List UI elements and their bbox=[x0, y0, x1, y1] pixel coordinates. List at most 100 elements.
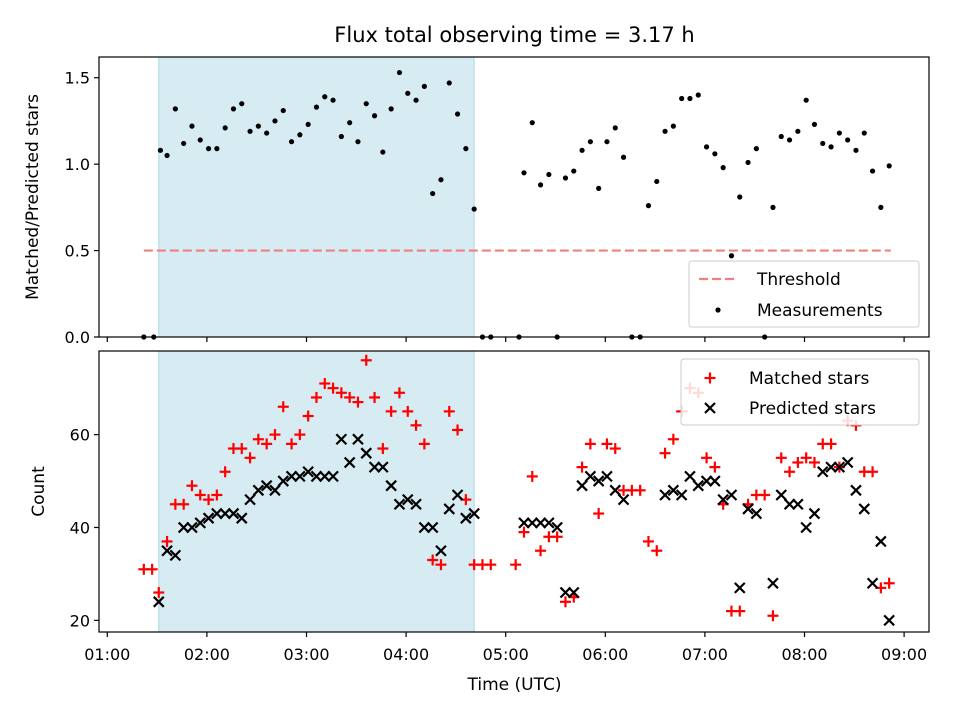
measurement-point bbox=[695, 92, 701, 98]
measurement-point bbox=[803, 97, 809, 103]
predicted-star-point bbox=[816, 465, 829, 478]
x-tick-label: 04:00 bbox=[383, 645, 429, 664]
predicted-star-point bbox=[460, 512, 472, 524]
measurement-point bbox=[157, 147, 164, 153]
measurement-point bbox=[579, 147, 585, 153]
matched-star-point bbox=[261, 438, 273, 450]
predicted-star-point bbox=[152, 596, 165, 608]
predicted-star-point bbox=[659, 489, 671, 501]
measurement-point bbox=[778, 133, 784, 140]
measurement-point bbox=[288, 139, 295, 145]
measurement-point bbox=[488, 334, 494, 340]
measurement-point bbox=[413, 97, 419, 103]
measurement-point bbox=[637, 334, 643, 340]
measurement-point bbox=[546, 171, 552, 178]
measurement-point bbox=[845, 137, 851, 143]
measurement-point bbox=[562, 175, 569, 181]
predicted-star-point bbox=[858, 503, 871, 515]
predicted-star-point bbox=[393, 498, 406, 511]
matched-star-point bbox=[310, 391, 322, 403]
predicted-star-point bbox=[584, 470, 597, 483]
measurement-point bbox=[347, 120, 353, 126]
matched-star-point bbox=[427, 554, 439, 566]
matched-star-point bbox=[734, 605, 746, 617]
measurement-point bbox=[189, 123, 195, 129]
predicted-star-point bbox=[285, 470, 298, 483]
matched-star-point bbox=[294, 429, 306, 441]
predicted-star-point bbox=[576, 479, 588, 492]
count-panel: 20 40 60 01:00 02:00 03:00 04:00 05:00 06:00 07:0… bbox=[29, 350, 930, 664]
predicted-star-point bbox=[468, 507, 480, 520]
measurement-point bbox=[396, 69, 403, 76]
measurement-point bbox=[380, 149, 386, 155]
predicted-star-point bbox=[883, 614, 895, 627]
matched-star-point bbox=[584, 438, 596, 450]
measurement-point bbox=[305, 121, 311, 128]
measurement-point bbox=[405, 90, 411, 96]
predicted-star-point bbox=[161, 544, 173, 557]
legend-box bbox=[680, 358, 920, 426]
ratio-axes: 0.0 0.5 1.0 1.5 bbox=[65, 56, 930, 347]
matched-star-point bbox=[800, 452, 812, 464]
predicted-star-point bbox=[518, 517, 530, 529]
matched-star-point bbox=[808, 456, 820, 468]
predicted-star-point bbox=[318, 470, 331, 483]
predicted-star-point bbox=[194, 517, 207, 529]
measurement-point bbox=[205, 146, 212, 152]
measurement-point bbox=[355, 139, 361, 145]
matched-star-point bbox=[443, 405, 455, 417]
matched-star-point bbox=[825, 438, 837, 450]
count-axes: 20 40 60 01:00 02:00 03:00 04:00 05:00 06:00 07:0… bbox=[70, 350, 930, 664]
matched-star-point bbox=[601, 438, 613, 450]
measurement-point bbox=[712, 151, 718, 157]
matched-star-point bbox=[883, 577, 895, 589]
predicted-star-point bbox=[244, 493, 256, 506]
matched-star-point bbox=[535, 545, 547, 557]
matched-star-point bbox=[360, 354, 372, 366]
measurement-point bbox=[141, 334, 147, 340]
matched-star-point bbox=[277, 401, 289, 413]
predicted-star-point bbox=[767, 577, 779, 590]
matched-star-point bbox=[302, 410, 314, 422]
predicted-star-point bbox=[609, 484, 622, 497]
predicted-star-point bbox=[775, 489, 788, 501]
chart-title: Flux total observing time = 3.17 h bbox=[334, 23, 694, 47]
predicted-star-point bbox=[219, 507, 231, 520]
y-tick-label: 1.0 bbox=[65, 155, 90, 174]
predicted-star-point bbox=[808, 507, 821, 520]
predicted-star-point bbox=[601, 470, 613, 483]
measurement-point bbox=[762, 334, 768, 340]
predicted-star-point bbox=[841, 456, 854, 469]
measurement-point bbox=[388, 106, 394, 112]
predicted-star-point bbox=[352, 433, 364, 446]
measurement-point bbox=[479, 334, 486, 340]
ratio-data-layer bbox=[141, 69, 892, 340]
predicted-star-point bbox=[592, 475, 605, 487]
predicted-star-point bbox=[410, 498, 422, 511]
ratio-legend: Threshold Measurements bbox=[688, 260, 920, 328]
measurement-point bbox=[363, 101, 369, 107]
matched-star-point bbox=[867, 466, 879, 478]
matched-star-point bbox=[792, 456, 804, 468]
y-tick-label: 60 bbox=[70, 426, 90, 445]
measurement-point bbox=[612, 125, 618, 131]
measurement-point bbox=[886, 163, 892, 169]
matched-star-point bbox=[667, 433, 679, 445]
matched-star-point bbox=[518, 526, 530, 538]
measurement-point bbox=[247, 128, 253, 134]
measurement-point bbox=[629, 334, 635, 340]
matched-star-point bbox=[701, 452, 713, 464]
predicted-star-point bbox=[385, 479, 397, 492]
predicted-star-point bbox=[211, 507, 223, 520]
measurement-point bbox=[878, 204, 884, 210]
legend-predicted-swatch bbox=[704, 402, 716, 414]
legend-matched-swatch bbox=[704, 372, 716, 384]
predicted-star-point bbox=[235, 512, 248, 524]
matched-star-point bbox=[203, 494, 215, 506]
predicted-star-point bbox=[750, 507, 763, 520]
measurement-point bbox=[181, 140, 187, 147]
y-tick-label: 20 bbox=[70, 611, 90, 630]
predicted-star-point bbox=[875, 535, 887, 548]
measurement-point bbox=[272, 118, 278, 124]
matched-star-point bbox=[593, 508, 605, 520]
